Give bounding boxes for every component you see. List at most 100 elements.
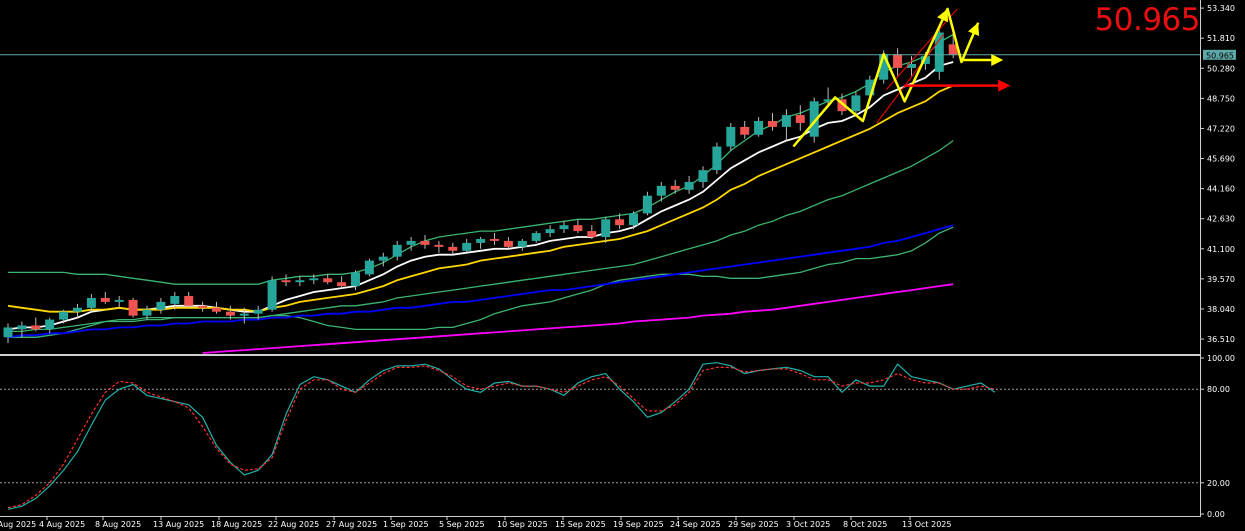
candle-body xyxy=(573,225,583,232)
yellow-arrowhead xyxy=(968,22,980,37)
candle xyxy=(281,274,291,287)
candle xyxy=(406,236,416,251)
candle-body xyxy=(948,44,958,55)
candle-body xyxy=(712,146,722,171)
stoch-tick-label: 0.00 xyxy=(1207,510,1225,519)
candle-body xyxy=(517,240,527,247)
series-stochastic-signal xyxy=(7,365,996,509)
candle-body xyxy=(476,238,486,243)
candle xyxy=(267,276,277,312)
candle xyxy=(156,297,166,314)
y-tick-label: 38.040 xyxy=(1207,305,1235,314)
candle xyxy=(31,317,41,332)
candle-body xyxy=(462,242,472,251)
yellow-arrowhead-peak xyxy=(937,8,949,23)
candle-body xyxy=(114,299,124,302)
x-tick-label: 13 Oct 2025 xyxy=(902,520,951,529)
candle-body xyxy=(795,115,805,123)
series-bollinger-upper xyxy=(8,33,954,285)
candle xyxy=(184,292,194,308)
candle xyxy=(615,213,625,230)
candle-body xyxy=(378,256,388,261)
candle xyxy=(531,231,541,243)
candle xyxy=(726,122,736,151)
candle xyxy=(323,274,333,285)
candle xyxy=(893,48,903,76)
candle-body xyxy=(323,278,333,283)
candle-body xyxy=(45,319,55,330)
x-tick-label: 1 Sep 2025 xyxy=(383,520,429,529)
y-tick-label: 47.220 xyxy=(1207,124,1235,133)
candle-body xyxy=(629,213,638,226)
candle-body xyxy=(907,63,916,68)
x-tick-label: 29 Sep 2025 xyxy=(728,520,779,529)
channel-line xyxy=(876,34,944,124)
x-tick-label: 22 Aug 2025 xyxy=(268,520,319,529)
candle-body xyxy=(420,240,430,245)
candle xyxy=(670,179,680,194)
candle xyxy=(170,292,180,310)
candle-body xyxy=(768,120,777,127)
candle-body xyxy=(642,195,652,214)
candle-body xyxy=(295,280,305,283)
y-tick-label: 45.690 xyxy=(1207,155,1235,164)
candle xyxy=(768,113,777,131)
y-tick-label: 39.570 xyxy=(1207,275,1235,284)
candle xyxy=(517,238,527,251)
candle-body xyxy=(392,244,402,257)
candle xyxy=(907,56,916,76)
stoch-tick-label: 100.00 xyxy=(1207,354,1235,363)
candle xyxy=(934,28,944,80)
stochastic-pane[interactable] xyxy=(0,362,1200,510)
x-tick-label: 5 Sep 2025 xyxy=(439,520,485,529)
candle xyxy=(559,221,569,234)
candle-body xyxy=(823,99,833,102)
x-tick-label: 10 Sep 2025 xyxy=(497,520,548,529)
candle xyxy=(295,276,305,287)
channel-line xyxy=(886,8,958,90)
candle-body xyxy=(531,233,541,241)
candle-body xyxy=(156,301,166,310)
candle xyxy=(128,297,138,318)
candle xyxy=(795,105,805,131)
candle xyxy=(545,225,555,237)
candle xyxy=(3,323,13,344)
candle xyxy=(754,117,764,137)
series-sma-blue xyxy=(7,224,954,339)
candle xyxy=(351,270,360,291)
x-tick-label: 27 Aug 2025 xyxy=(326,520,377,529)
candle-body xyxy=(309,278,319,281)
candle xyxy=(851,91,861,116)
candle xyxy=(629,211,638,230)
stoch-tick-label: 80.00 xyxy=(1207,385,1230,394)
candle xyxy=(503,236,513,249)
candle xyxy=(309,274,319,285)
candle-body xyxy=(267,280,277,310)
candle xyxy=(86,294,96,312)
x-tick-label: 18 Aug 2025 xyxy=(211,520,262,529)
current-price-tag xyxy=(1203,49,1236,60)
price-pane[interactable] xyxy=(0,7,1200,354)
candle xyxy=(712,142,722,175)
series-ema-yellow xyxy=(7,84,954,313)
series-sma-magenta xyxy=(202,283,954,354)
candle-body xyxy=(337,282,347,287)
x-tick-label: 15 Sep 2025 xyxy=(555,520,606,529)
candle xyxy=(476,236,486,249)
candle xyxy=(656,181,666,202)
candle-body xyxy=(490,238,499,241)
candle-body xyxy=(86,297,96,308)
y-tick-label: 51.810 xyxy=(1207,34,1235,43)
candle xyxy=(392,240,402,261)
candle-body xyxy=(406,240,416,245)
candle-body xyxy=(879,54,889,80)
candle xyxy=(378,252,388,267)
candle xyxy=(420,235,430,249)
candle xyxy=(114,295,124,308)
candle-body xyxy=(170,295,180,304)
series-sma-green xyxy=(8,140,954,333)
x-tick-label: 3 Oct 2025 xyxy=(786,520,830,529)
series-ema-white xyxy=(7,61,954,331)
y-tick-label: 50.280 xyxy=(1207,64,1235,73)
candle-body xyxy=(809,101,819,137)
